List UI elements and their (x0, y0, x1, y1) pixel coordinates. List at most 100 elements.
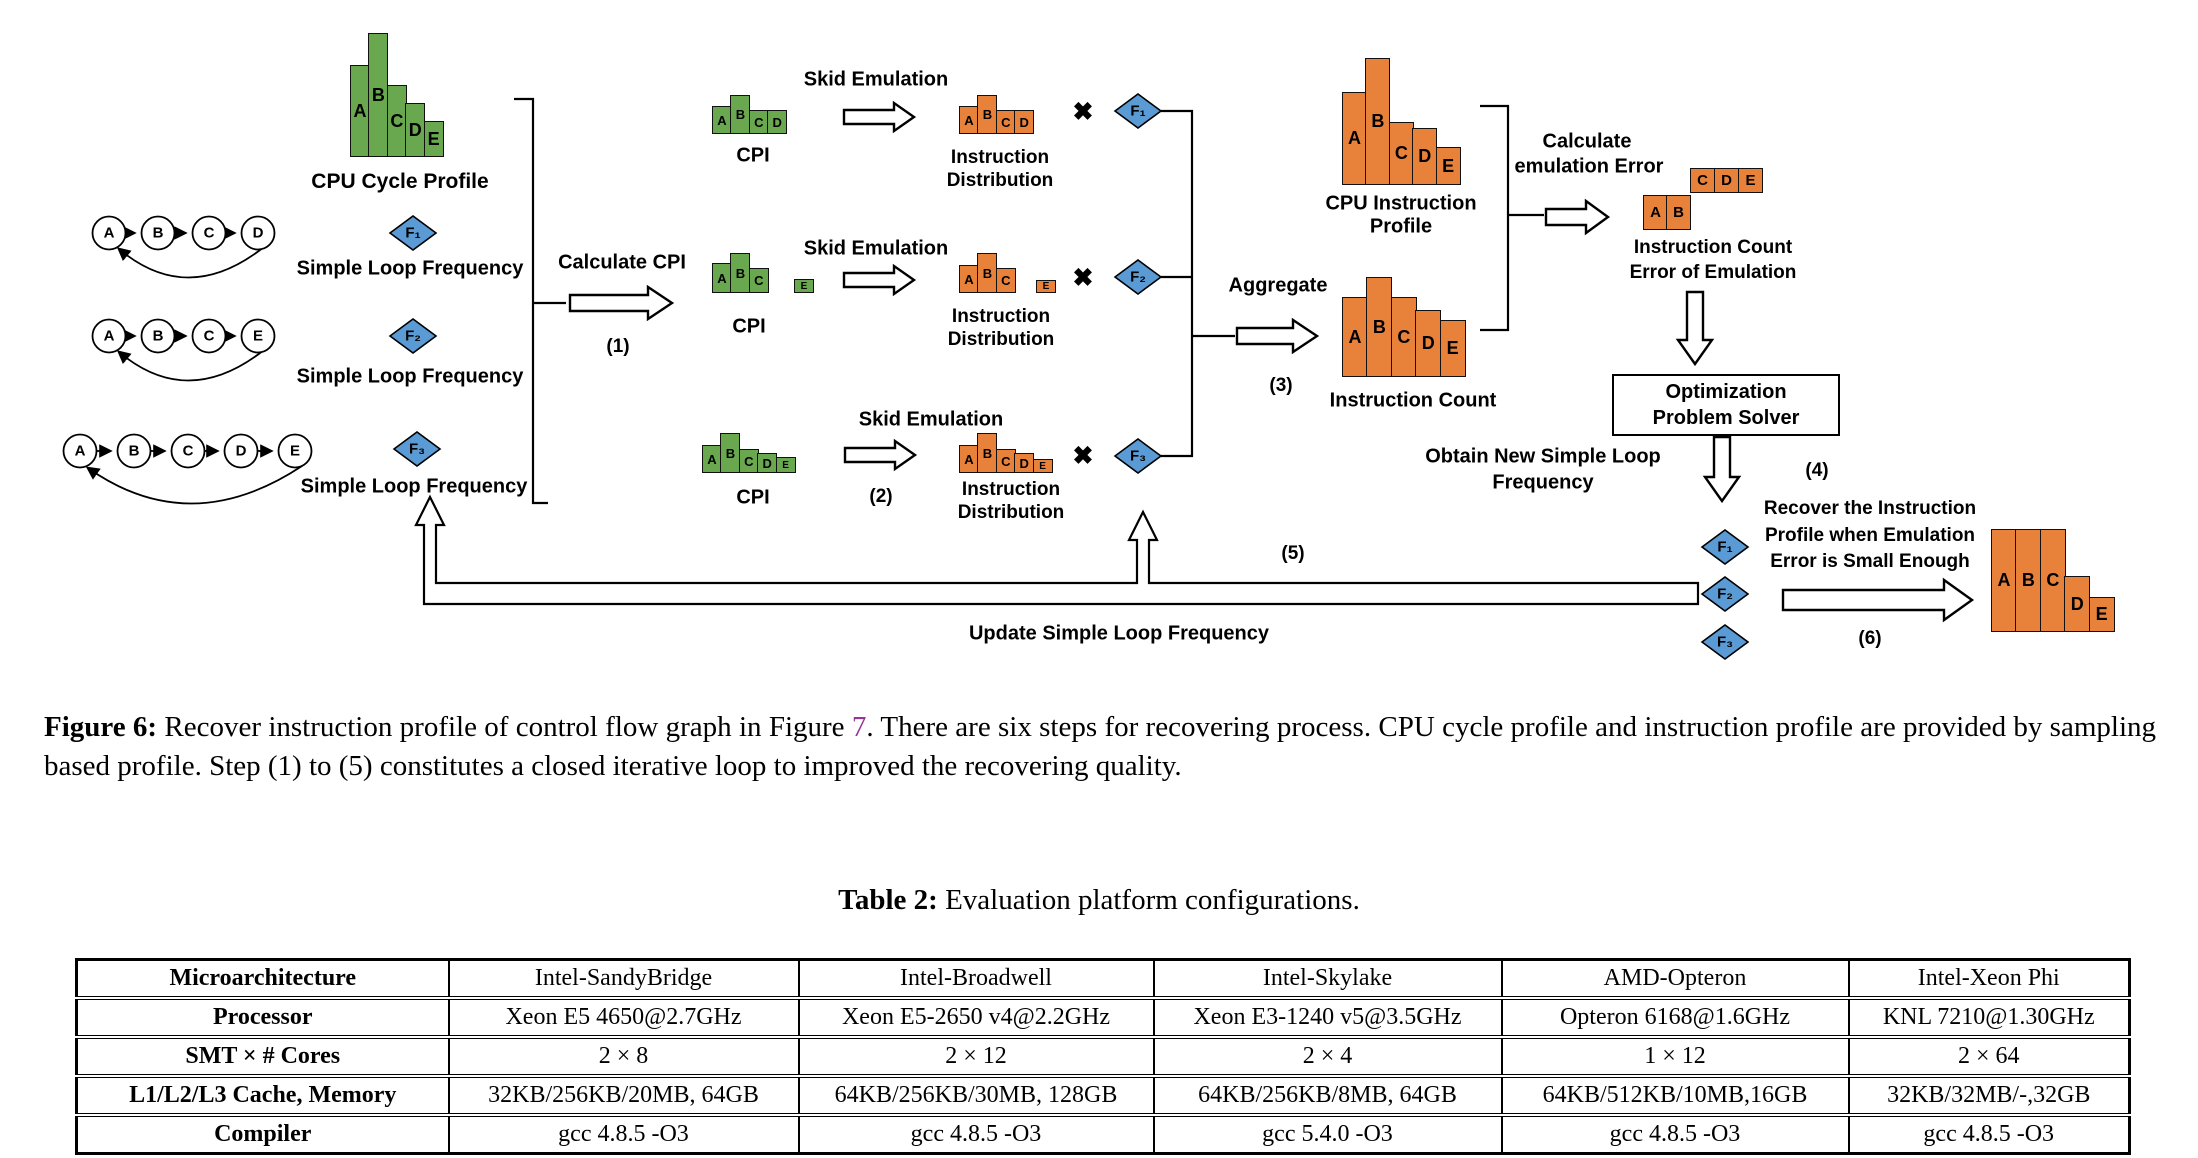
bar-label: E (1745, 172, 1756, 189)
node-circle (240, 215, 276, 251)
bar: E (1032, 459, 1053, 473)
instruction-distribution-label-3a: Instruction (961, 479, 1061, 500)
bar-label: A (964, 112, 974, 128)
recover-profile-label-c: Error is Small Enough (1770, 551, 1970, 572)
bar: D (1014, 453, 1035, 473)
bar-label: C (754, 114, 764, 130)
bar-label: B (982, 265, 993, 281)
skid-emulation-arrow-2 (842, 263, 917, 297)
step-2-label: (2) (869, 486, 893, 507)
bar: C (995, 449, 1016, 473)
node-label: C (182, 442, 194, 460)
skid-emulation-label-3: Skid Emulation (858, 408, 1004, 431)
bar: B (977, 433, 998, 473)
figure-7-reference-link[interactable]: 7 (851, 711, 867, 743)
table-row: Processor Xeon E5 4650@2.7GHz Xeon E5-26… (75, 998, 2131, 1039)
evaluation-platform-table: Microarchitecture Intel-SandyBridge Inte… (75, 958, 2131, 1155)
bar: A (1991, 529, 2017, 632)
f2-label: F₂ (405, 327, 421, 345)
row-header: Microarchitecture (75, 959, 450, 1000)
table-cell: Xeon E3-1240 v5@3.5GHz (1152, 998, 1503, 1039)
node-label: B (128, 442, 140, 460)
bar-label: C (1397, 326, 1411, 347)
table-cell: 1 × 12 (1500, 1037, 1850, 1078)
instruction-distribution-chart-row2: A B C (959, 253, 1016, 293)
skid-emulation-arrow-3 (843, 438, 918, 472)
f3-label: F₃ (408, 440, 426, 458)
bar: B (977, 253, 998, 293)
bar-label: D (1721, 172, 1732, 189)
simple-loop-frequency-label-1: Simple Loop Frequency (296, 257, 524, 280)
f3-diamond-multiplier (1113, 438, 1163, 474)
bar-label: A (964, 271, 974, 287)
f2-diamond-multiplier (1113, 259, 1163, 295)
table-cell: AMD-Opteron (1500, 959, 1850, 1000)
f1-diamond-output (1700, 529, 1750, 565)
node-label: C (203, 327, 215, 345)
right-bracket-line (1480, 104, 1544, 332)
f1-diamond-left (388, 215, 438, 251)
node-label: D (252, 224, 264, 242)
node-label: B (152, 224, 164, 242)
f3-diamond-left (392, 431, 442, 467)
caption-text-after-link: . There are six steps for recovering pro… (44, 711, 2157, 782)
error-box: C (1690, 168, 1715, 193)
recovered-instruction-profile-chart: A B C D E (1991, 529, 2115, 632)
node-label: A (74, 442, 86, 460)
instruction-count-label: Instruction Count (1329, 389, 1497, 412)
bar: A (702, 445, 722, 473)
node-circle (240, 318, 276, 354)
table-2-title-tag: Table 2: (838, 884, 938, 916)
figure-6-caption-tag: Figure 6: (44, 711, 158, 743)
bar: B (977, 95, 998, 134)
calculate-emulation-error-label-a: Calculate (1542, 130, 1632, 153)
skid-emulation-label-2: Skid Emulation (803, 237, 949, 260)
bar-label: E (1042, 281, 1050, 292)
bar-label: A (353, 100, 367, 121)
bar-label: B (982, 445, 993, 461)
table-row: L1/L2/L3 Cache, Memory 32KB/256KB/20MB, … (75, 1076, 2131, 1117)
loop-graph-1 (91, 215, 276, 279)
bar: E (423, 121, 444, 157)
error-to-solver-arrow (1675, 290, 1715, 367)
bar: C (1388, 122, 1414, 185)
bar-label: E (427, 128, 440, 149)
table-cell: gcc 5.4.0 -O3 (1152, 1115, 1503, 1154)
table-cell: gcc 4.8.5 -O3 (797, 1115, 1155, 1154)
instruction-distribution-label-2a: Instruction (951, 306, 1051, 327)
recover-profile-arrow (1781, 577, 1975, 623)
bar: D (767, 110, 788, 134)
problem-solver-label: Problem Solver (1652, 407, 1800, 429)
node-circle (91, 215, 127, 251)
bar: B (1366, 277, 1393, 377)
bar: A (1342, 92, 1367, 185)
table-row: SMT × # Cores 2 × 8 2 × 12 2 × 4 1 × 12 … (75, 1037, 2131, 1078)
table-cell: 32KB/32MB/-,32GB (1847, 1076, 2131, 1117)
optimization-problem-solver-box: Optimization Problem Solver (1612, 374, 1840, 436)
bar: B (730, 95, 751, 134)
table-cell: gcc 4.8.5 -O3 (447, 1115, 800, 1154)
bar-label: D (1019, 455, 1029, 471)
bar: D (405, 103, 426, 157)
table-cell: 2 × 12 (797, 1037, 1155, 1078)
bar-label: A (964, 451, 974, 467)
cpi-label-1: CPI (736, 144, 770, 167)
loop-graph-2 (91, 318, 276, 382)
bar: D (1412, 128, 1438, 185)
bar: D (757, 453, 778, 473)
bar-label: D (1421, 333, 1435, 353)
back-edge-arrow (116, 246, 265, 279)
error-box: B (1666, 195, 1691, 230)
multiply-icon: ✖ (1072, 442, 1094, 470)
table-cell: gcc 4.8.5 -O3 (1847, 1115, 2131, 1154)
bar-label: B (735, 265, 746, 281)
bar-label: B (1372, 316, 1386, 337)
f2-label: F₂ (1717, 585, 1733, 603)
table-cell: 2 × 64 (1847, 1037, 2131, 1078)
instruction-count-chart: A B C D E (1342, 277, 1466, 377)
bar: A (959, 445, 979, 473)
table-cell: Opteron 6168@1.6GHz (1500, 998, 1850, 1039)
f2-diamond-left (388, 318, 438, 354)
bar: C (386, 85, 407, 157)
bar-label: A (707, 451, 717, 467)
